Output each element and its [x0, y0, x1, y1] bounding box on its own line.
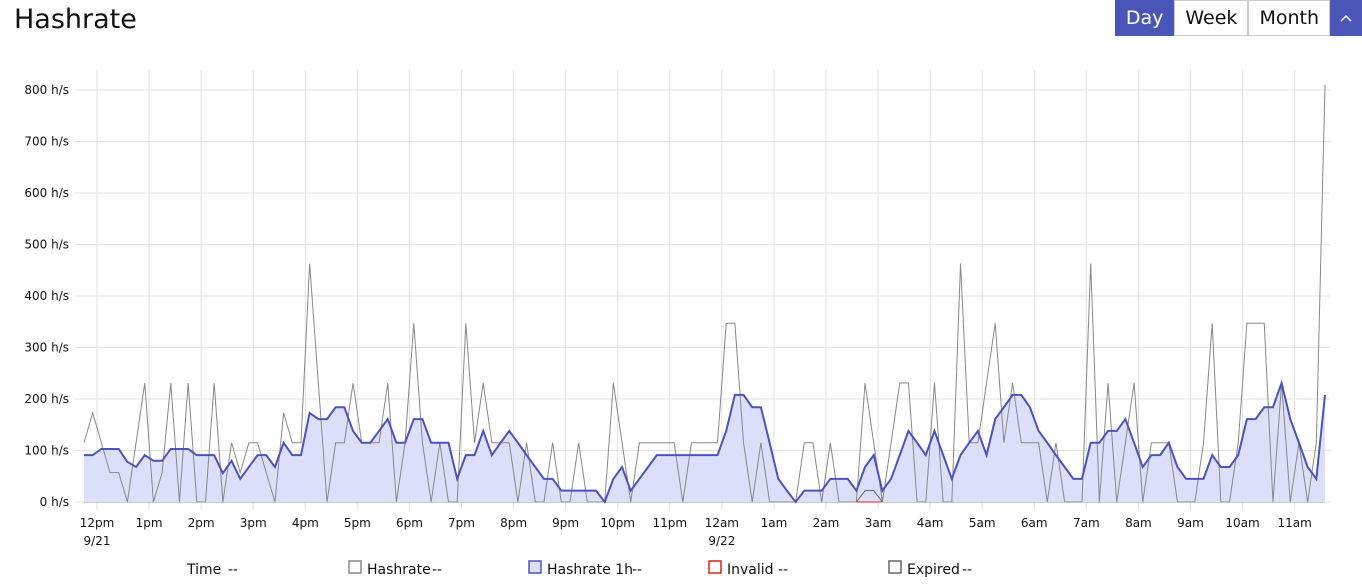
y-tick-label: 200 h/s — [24, 392, 69, 406]
legend-value: -- — [228, 562, 238, 578]
series-line — [855, 490, 883, 503]
legend-marker — [888, 560, 902, 574]
x-tick-label: 9pm — [552, 516, 579, 530]
range-button[interactable]: Week — [1174, 0, 1249, 36]
x-tick-label: 12am — [705, 516, 739, 530]
y-tick-label: 100 h/s — [24, 444, 69, 458]
series-area — [84, 383, 1325, 502]
collapse-button[interactable] — [1330, 0, 1362, 36]
chevron-icon — [1340, 14, 1352, 22]
y-tick-label: 700 h/s — [24, 135, 69, 149]
legend-label: Hashrate — [367, 562, 431, 578]
range-buttons: Day Week Month — [1114, 0, 1362, 36]
x-tick-label: 8am — [1125, 516, 1152, 530]
range-button[interactable]: Month — [1248, 0, 1330, 36]
y-tick-label: 600 h/s — [24, 186, 69, 200]
x-tick-label: 4pm — [292, 516, 319, 530]
x-tick-label: 7pm — [448, 516, 475, 530]
x-tick-label: 8pm — [500, 516, 527, 530]
legend-label: Time — [186, 562, 221, 578]
x-tick-label: 12pm — [80, 516, 115, 530]
date-label: 9/21 — [84, 534, 111, 548]
x-tick-label: 6am — [1021, 516, 1048, 530]
x-tick-label: 7am — [1073, 516, 1100, 530]
x-tick-label: 11am — [1277, 516, 1311, 530]
legend-value: -- — [962, 562, 972, 578]
legend-value: -- — [778, 562, 788, 578]
x-tick-label: 6pm — [396, 516, 423, 530]
y-tick-label: 500 h/s — [24, 238, 69, 252]
x-tick-label: 9am — [1177, 516, 1204, 530]
legend-label: Expired — [907, 562, 960, 578]
x-tick-label: 4am — [917, 516, 944, 530]
x-tick-label: 5am — [969, 516, 996, 530]
x-tick-label: 2pm — [188, 516, 215, 530]
series-line — [83, 84, 1326, 503]
legend-value: -- — [432, 562, 442, 578]
x-tick-label: 10pm — [600, 516, 635, 530]
y-tick-label: 0 h/s — [40, 495, 69, 509]
y-tick-label: 400 h/s — [24, 289, 69, 303]
y-tick-label: 800 h/s — [24, 83, 69, 97]
x-tick-label: 2am — [813, 516, 840, 530]
x-tick-label: 5pm — [344, 516, 371, 530]
legend-value: -- — [632, 562, 642, 578]
legend-marker — [348, 560, 362, 574]
legend-label: Hashrate 1h — [547, 562, 633, 578]
series-line — [84, 379, 1326, 505]
range-button[interactable]: Day — [1114, 0, 1175, 36]
x-tick-label: 10am — [1225, 516, 1259, 530]
x-tick-label: 1pm — [136, 516, 163, 530]
legend-marker — [528, 560, 542, 574]
x-tick-label: 3am — [865, 516, 892, 530]
y-tick-label: 300 h/s — [24, 341, 69, 355]
legend-marker — [708, 560, 722, 574]
x-tick-label: 11pm — [652, 516, 687, 530]
x-tick-label: 1am — [761, 516, 788, 530]
date-label: 9/22 — [708, 534, 735, 548]
page-title: Hashrate — [14, 4, 137, 35]
legend-label: Invalid — [727, 562, 774, 578]
x-tick-label: 3pm — [240, 516, 267, 530]
